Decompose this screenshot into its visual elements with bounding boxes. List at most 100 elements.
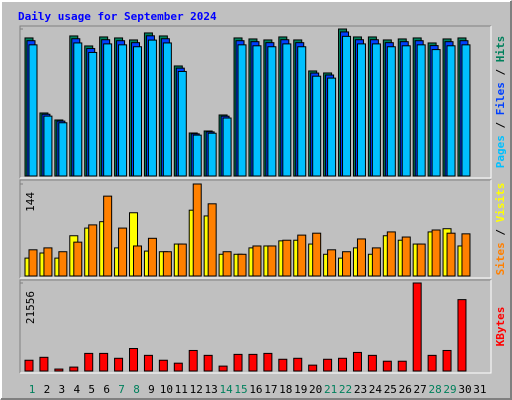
bar <box>233 353 243 372</box>
bar <box>278 358 288 372</box>
legend: Sites / Visits <box>494 183 507 276</box>
bar <box>312 232 322 277</box>
bar <box>222 251 232 277</box>
bar <box>222 117 232 177</box>
bar <box>401 236 411 277</box>
bar <box>397 360 407 372</box>
bar <box>252 45 262 177</box>
x-tick-label: 27 <box>414 383 427 396</box>
bar <box>133 245 143 277</box>
x-tick-label: 18 <box>279 383 292 396</box>
bar <box>103 43 113 177</box>
bar <box>173 362 183 372</box>
legend-separator: / <box>494 62 507 82</box>
x-tick-label: 1 <box>29 383 36 396</box>
bar <box>28 249 38 277</box>
bar <box>356 238 366 277</box>
bar <box>371 247 381 277</box>
bar <box>356 43 366 177</box>
bar <box>54 368 64 372</box>
bar <box>327 249 337 277</box>
bar <box>386 231 396 277</box>
bar <box>158 359 168 372</box>
x-tick-label: 11 <box>175 383 188 396</box>
bar <box>129 348 139 372</box>
bar <box>28 44 38 177</box>
x-tick-label: 21 <box>324 383 337 396</box>
bar <box>143 354 153 372</box>
bar <box>282 43 292 177</box>
x-tick-label: 23 <box>354 383 367 396</box>
bar <box>386 46 396 177</box>
x-tick-label: 26 <box>399 383 412 396</box>
bar <box>312 75 322 177</box>
x-tick-label: 13 <box>205 383 218 396</box>
panel-border-light <box>20 26 492 179</box>
legend-separator: / <box>494 222 507 242</box>
x-tick-label: 28 <box>428 383 441 396</box>
legend-entry: Sites <box>494 242 507 275</box>
bar <box>162 42 172 177</box>
bar <box>24 359 34 372</box>
bar <box>338 357 348 372</box>
bar <box>118 227 128 277</box>
x-tick-label: 12 <box>190 383 203 396</box>
bar <box>267 46 277 177</box>
bar <box>177 70 187 177</box>
bar <box>237 44 247 177</box>
bar <box>58 251 68 277</box>
bar <box>73 241 83 277</box>
bar <box>162 251 172 277</box>
x-tick-label: 6 <box>103 383 110 396</box>
legend-entry: KBytes <box>494 307 507 347</box>
bar <box>114 357 124 372</box>
legend-entry: Visits <box>494 183 507 223</box>
bar <box>342 251 352 277</box>
x-tick-label: 15 <box>234 383 247 396</box>
bar <box>461 44 471 177</box>
bar <box>342 35 352 177</box>
panel-border-light <box>20 280 492 374</box>
bar <box>69 366 79 372</box>
bar <box>84 352 94 372</box>
panel-border-dark <box>19 179 491 278</box>
x-tick-label: 19 <box>294 383 307 396</box>
bar <box>308 364 318 372</box>
bar <box>207 132 217 177</box>
bar <box>207 203 217 277</box>
bar <box>427 354 437 372</box>
bar <box>446 232 456 277</box>
bar <box>371 43 381 177</box>
bar <box>188 349 198 372</box>
x-tick-label: 30 <box>458 383 471 396</box>
x-tick-label: 31 <box>473 383 486 396</box>
panel-border-dark <box>19 25 491 178</box>
x-tick-label: 7 <box>118 383 125 396</box>
x-tick-label: 24 <box>369 383 383 396</box>
bar <box>203 354 213 372</box>
bar <box>248 353 258 372</box>
bar <box>282 239 292 277</box>
bar <box>367 354 377 372</box>
bar <box>177 243 187 277</box>
bar <box>263 352 273 372</box>
bar <box>133 46 143 177</box>
bar <box>88 51 98 177</box>
x-tick-label: 5 <box>88 383 95 396</box>
bar <box>461 233 471 277</box>
bar <box>457 299 467 372</box>
x-tick-label: 14 <box>219 383 233 396</box>
bar <box>446 45 456 177</box>
legend: Pages / Files / Hits <box>494 36 507 169</box>
bar <box>147 237 157 277</box>
bar <box>352 351 362 372</box>
chart-title: Daily usage for September 2024 <box>18 10 217 23</box>
bar <box>192 183 202 277</box>
legend-entry: Hits <box>494 36 507 63</box>
legend: KBytes <box>494 307 507 347</box>
bar <box>267 245 277 277</box>
bar <box>237 253 247 277</box>
